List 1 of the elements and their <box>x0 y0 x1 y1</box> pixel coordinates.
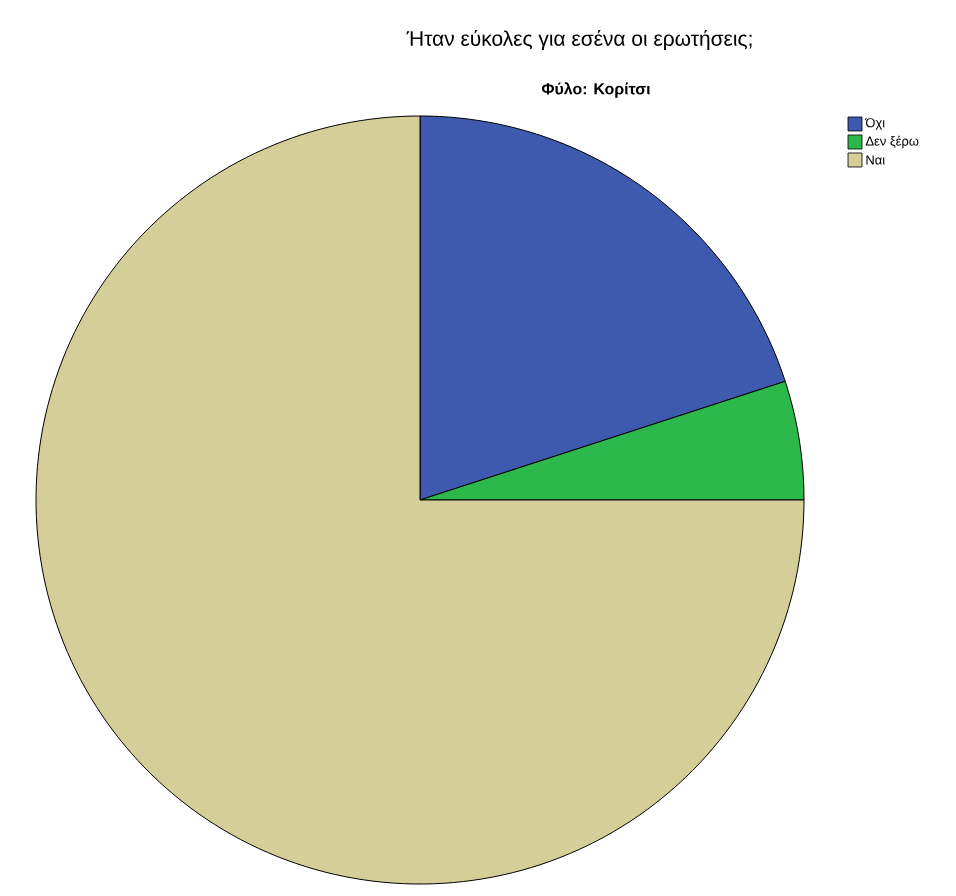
chart-title: Ήταν εύκολες για εσένα οι ερωτήσεις; <box>406 29 752 51</box>
